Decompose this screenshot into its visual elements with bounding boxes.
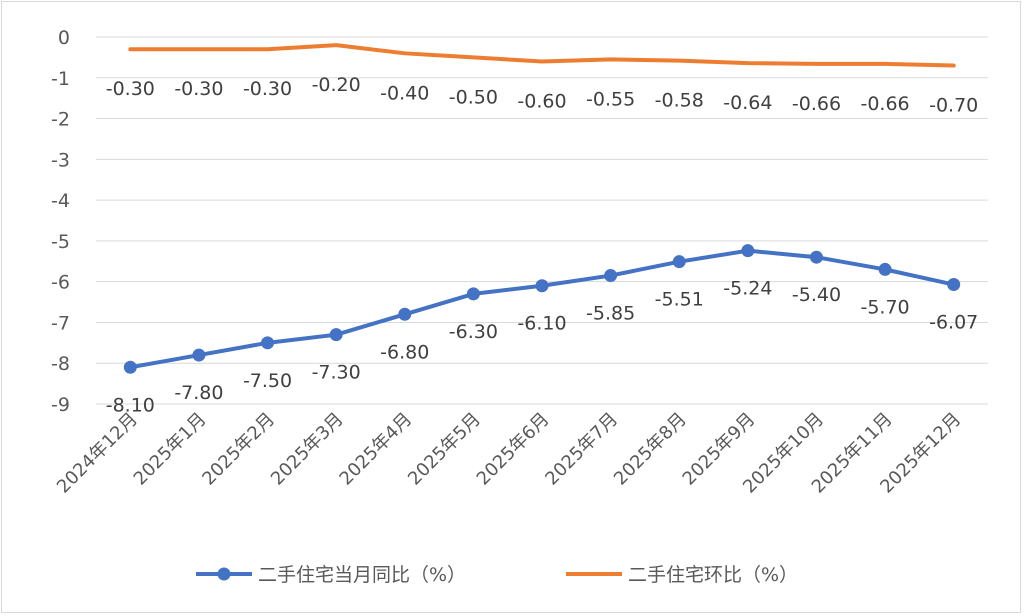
data-label: -6.10 <box>517 313 566 335</box>
x-tick-label: 2025年8月 <box>610 409 691 490</box>
y-tick-label: -2 <box>51 109 70 131</box>
data-label: -5.24 <box>723 278 772 300</box>
data-point <box>672 255 686 269</box>
data-label: -7.50 <box>243 370 292 392</box>
y-tick-label: -9 <box>51 394 70 416</box>
x-tick-label: 2025年7月 <box>541 409 622 490</box>
data-label: -0.64 <box>723 92 772 114</box>
data-label: -7.80 <box>174 382 223 404</box>
legend-label: 二手住宅当月同比（%） <box>258 564 466 586</box>
data-point <box>123 360 137 374</box>
data-label: -0.30 <box>243 78 292 100</box>
data-labels: -8.10 -7.80 -7.50 -7.30 -6.80 -6.30 -6.10 -5.85… <box>106 74 979 416</box>
y-tick-label: -1 <box>51 68 70 90</box>
data-label: -0.20 <box>312 74 361 96</box>
x-tick-label: 2024年12月 <box>53 409 142 498</box>
gridlines <box>96 36 988 405</box>
data-point <box>947 278 961 292</box>
data-label: -6.07 <box>929 312 978 334</box>
y-tick-label: -6 <box>51 272 70 294</box>
x-tick-label: 2025年1月 <box>130 409 211 490</box>
data-label: -5.40 <box>792 284 841 306</box>
data-label: -5.70 <box>860 296 909 318</box>
data-label: -7.30 <box>312 362 361 384</box>
data-label: -6.80 <box>380 341 429 363</box>
series-line-mom <box>128 43 956 68</box>
y-tick-label: -5 <box>51 231 70 253</box>
data-point <box>398 307 412 321</box>
y-tick-label: -7 <box>51 312 70 334</box>
data-point <box>261 336 275 350</box>
data-label: -0.40 <box>380 82 429 104</box>
legend: 二手住宅当月同比（%） 二手住宅环比（%） <box>196 564 798 586</box>
data-point <box>329 328 343 342</box>
data-label: -0.30 <box>174 78 223 100</box>
data-point <box>878 262 892 276</box>
x-tick-label: 2025年6月 <box>473 409 554 490</box>
x-tick-label: 2025年2月 <box>198 409 279 490</box>
data-point <box>192 348 206 362</box>
data-label: -0.50 <box>449 86 498 108</box>
data-label: -0.30 <box>106 78 155 100</box>
data-point <box>604 269 618 283</box>
y-tick-label: -4 <box>51 190 70 212</box>
x-tick-label: 2025年3月 <box>267 409 348 490</box>
data-label: -6.30 <box>449 321 498 343</box>
x-tick-label: 2025年5月 <box>404 409 485 490</box>
y-tick-label: -3 <box>51 149 70 171</box>
y-tick-label: -8 <box>51 353 70 375</box>
y-axis-ticks: 0 -1 -2 -3 -4 -5 -6 -7 -8 -9 <box>51 27 70 416</box>
legend-marker <box>217 567 231 581</box>
data-label: -0.58 <box>655 90 704 112</box>
data-label: -0.66 <box>860 93 909 115</box>
data-label: -0.70 <box>929 95 978 117</box>
x-axis-ticks: 2024年12月2025年1月2025年2月2025年3月2025年4月2025… <box>53 409 965 498</box>
data-label: -0.55 <box>586 88 635 110</box>
legend-label: 二手住宅环比（%） <box>628 564 798 586</box>
data-label: -5.51 <box>655 289 704 311</box>
data-point <box>741 244 755 258</box>
series-group <box>123 43 961 374</box>
x-tick-label: 2025年4月 <box>336 409 417 490</box>
data-point <box>809 250 823 264</box>
series-line-yoy <box>128 248 956 370</box>
data-point <box>466 287 480 301</box>
data-point <box>535 279 549 293</box>
data-label: -5.85 <box>586 303 635 325</box>
data-label: -0.66 <box>792 93 841 115</box>
data-label: -8.10 <box>106 394 155 416</box>
y-tick-label: 0 <box>58 27 70 49</box>
data-label: -0.60 <box>517 90 566 112</box>
